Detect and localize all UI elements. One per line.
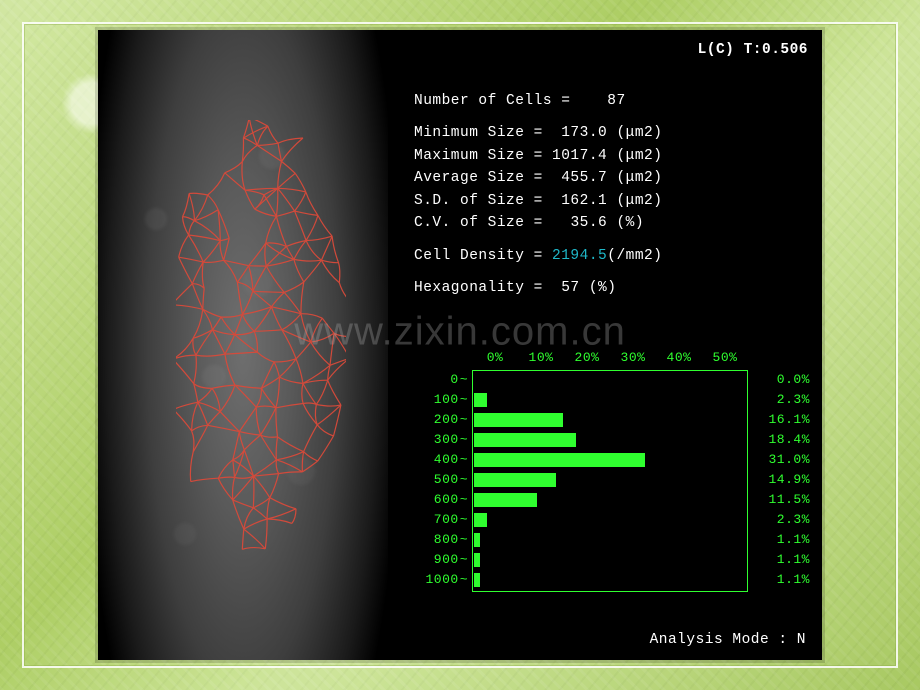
x-tick: 30% (610, 350, 656, 365)
pct-label: 1.1% (754, 530, 810, 550)
histogram-bar (474, 553, 480, 567)
x-tick: 20% (564, 350, 610, 365)
x-tick: 0% (472, 350, 518, 365)
stat-avg: Average Size = 455.7 (μm2) (414, 167, 812, 189)
y-label: 300~ (406, 430, 468, 450)
pct-label: 1.1% (754, 550, 810, 570)
corner-label: L(C) T:0.506 (698, 42, 808, 58)
stat-num-cells: Number of Cells = 87 (414, 90, 812, 112)
stat-max: Maximum Size = 1017.4 (μm2) (414, 145, 812, 167)
stat-density: Cell Density = 2194.5(/mm2) (414, 245, 812, 267)
x-tick: 50% (702, 350, 748, 365)
histogram-bar (474, 513, 487, 527)
histogram-row: 500~ 14.9% (406, 470, 810, 490)
x-tick: 40% (656, 350, 702, 365)
histogram-row: 1000~ 1.1% (406, 570, 810, 590)
histogram-bar (474, 433, 576, 447)
y-label: 600~ (406, 490, 468, 510)
histogram-row: 900~ 1.1% (406, 550, 810, 570)
histogram-row: 300~ 18.4% (406, 430, 810, 450)
microscopy-image (98, 30, 388, 660)
histogram-x-axis: 0%10%20%30%40%50% (472, 350, 748, 365)
pct-label: 31.0% (754, 450, 810, 470)
y-label: 800~ (406, 530, 468, 550)
histogram-bar (474, 573, 480, 587)
analysis-mode-label: Analysis Mode : N (650, 632, 806, 648)
histogram-row: 200~ 16.1% (406, 410, 810, 430)
pct-label: 16.1% (754, 410, 810, 430)
stat-sd: S.D. of Size = 162.1 (μm2) (414, 190, 812, 212)
y-label: 500~ (406, 470, 468, 490)
histogram-row: 0~ 0.0% (406, 370, 810, 390)
y-label: 900~ (406, 550, 468, 570)
histogram-row: 600~ 11.5% (406, 490, 810, 510)
y-label: 700~ (406, 510, 468, 530)
pct-label: 14.9% (754, 470, 810, 490)
histogram-row: 400~ 31.0% (406, 450, 810, 470)
histogram-row: 100~ 2.3% (406, 390, 810, 410)
y-label: 0~ (406, 370, 468, 390)
pct-label: 18.4% (754, 430, 810, 450)
histogram-rows: 0~ 0.0% 100~ 2.3% 200~ 16.1% 300~ 18.4% 400~ 31.0… (406, 370, 810, 590)
stat-hex: Hexagonality = 57 (%) (414, 277, 812, 299)
histogram-bar (474, 453, 645, 467)
readout-panel: L(C) T:0.506 Number of Cells = 87 Minimu… (398, 30, 822, 660)
histogram: 0%10%20%30%40%50% 0~ 0.0% 100~ 2.3% 200~ 16.1… (406, 350, 810, 600)
cell-mesh-icon (176, 120, 346, 550)
cell-outline-overlay (176, 120, 346, 550)
y-label: 400~ (406, 450, 468, 470)
stats-block: Number of Cells = 87 Minimum Size = 173.… (414, 90, 812, 300)
histogram-bar (474, 413, 563, 427)
histogram-bar (474, 473, 556, 487)
histogram-bar (474, 493, 537, 507)
y-label: 200~ (406, 410, 468, 430)
pct-label: 2.3% (754, 390, 810, 410)
analysis-screen: L(C) T:0.506 Number of Cells = 87 Minimu… (98, 30, 822, 660)
stat-cv: C.V. of Size = 35.6 (%) (414, 212, 812, 234)
stat-min: Minimum Size = 173.0 (μm2) (414, 122, 812, 144)
x-tick: 10% (518, 350, 564, 365)
histogram-bar (474, 393, 487, 407)
pct-label: 11.5% (754, 490, 810, 510)
pct-label: 1.1% (754, 570, 810, 590)
y-label: 1000~ (406, 570, 468, 590)
pct-label: 2.3% (754, 510, 810, 530)
histogram-row: 700~ 2.3% (406, 510, 810, 530)
pct-label: 0.0% (754, 370, 810, 390)
histogram-bar (474, 533, 480, 547)
y-label: 100~ (406, 390, 468, 410)
histogram-row: 800~ 1.1% (406, 530, 810, 550)
